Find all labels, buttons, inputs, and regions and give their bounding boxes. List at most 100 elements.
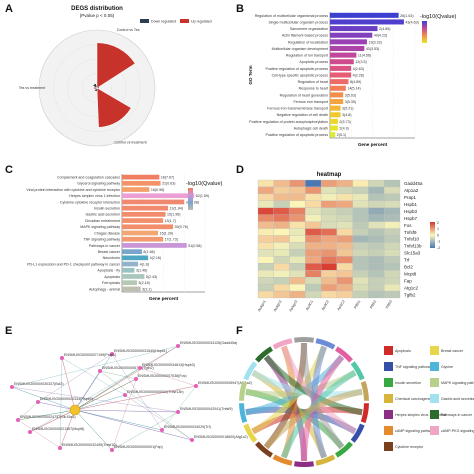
panel-c-bar [122,286,141,292]
panel-e-node [16,418,20,422]
panel-d-cell [368,249,385,257]
panel-d-cell [368,277,385,285]
panel-d-cell [368,263,385,271]
panel-b-value-label: 12(3.5) [355,60,366,64]
panel-e-node-label: ENSMUSG00000032495(Tnfsf10) [62,443,117,447]
panel-c-kegg-bar-chart: Complement and coagulation cascades 16(7.… [26,174,223,301]
panel-e-edge [11,386,76,411]
panel-e-edge [37,401,76,411]
panel-e-node-label: ENSMUSG00000034029(Trf) [164,425,211,429]
panel-b-value-label: 11(4.56) [358,54,371,58]
panel-d-cell [305,179,322,188]
panel-d-row-label: Hspb1 [404,202,418,207]
panel-d-cell [273,193,290,201]
panel-f-legend-swatch [384,426,393,435]
panel-d-cell [352,235,369,243]
panel-e-node-label: ENSMUSG00000007038(Fos) [138,374,187,378]
panel-d-cell [289,214,306,222]
panel-f-arc [293,336,315,343]
panel-f-legend-swatch [384,346,393,355]
panel-b-value-label: 3(5.35) [345,100,356,104]
panel-d-cell [320,214,338,222]
panel-d-cell [352,256,369,264]
panel-e-node [194,384,198,388]
panel-d-cell [320,242,338,250]
panel-b-bar [330,65,352,71]
panel-d-cell [320,235,338,243]
panel-e-edge [74,370,101,411]
panel-a-group-labels: Control vs Tes Control vs treatment Tes vs… [19,28,147,145]
panel-b-value-label: 4(2.28) [353,73,364,77]
panel-b-bar [330,99,344,105]
panel-e-node [123,393,127,397]
panel-c-x-label: Gene percent [149,296,179,301]
panel-d-cell [336,256,353,264]
panel-b-bar [330,19,404,25]
panel-d-cell [352,179,369,188]
panel-b-value-label: 2(4.9) [339,127,348,131]
panel-d-column-label: PBS1 [353,300,361,310]
panel-f-legend-label: Pathways in cancer [441,413,473,417]
panel-d-cell [352,214,369,222]
panel-d-cell [384,290,401,299]
panel-d-scale-label: 2 [437,221,439,225]
panel-f-arc [255,346,273,363]
panel-e-edge [17,409,76,421]
panel-c-value-label: 17(1.73) [165,238,178,242]
panel-d-cell [336,214,353,222]
panel-d-column-label: AsAC1 [305,300,314,312]
panel-c-value-label: 51(0.58) [188,244,201,248]
panel-c-value-label: 4(2.16) [150,256,161,260]
panel-b-bar [330,118,338,124]
panel-e-edge [17,419,61,449]
panel-d-cell [384,256,401,264]
panel-f-legend-swatch [430,346,439,355]
panel-a-down-wedge [94,87,98,92]
panel-d-row-label: Bcl2 [404,265,413,270]
panel-a-grid-ring [82,73,112,103]
panel-c-category-label: Herpes simplex virus 1 infection [69,194,120,198]
panel-d-cell [320,263,338,271]
panel-e-hub-node [69,404,81,416]
panel-d-cell [352,277,369,285]
panel-d-title: heatmap [317,172,342,178]
panel-e-edge [29,345,179,433]
panel-e-node [134,377,138,381]
panel-c-value-label: 21(0.63) [162,182,175,186]
panel-d-cell [384,207,401,215]
panel-d-cell [273,186,290,195]
panel-c-category-label: Circadian entrainment [85,219,120,223]
panel-b-value-label: 43(4.63) [405,20,418,24]
panel-e-node-label: ENSMUSG00000024737(Slc15a3) [20,415,76,419]
panel-d-cell [289,256,306,264]
panel-d-cell [336,200,353,208]
panel-d-cell [257,193,274,201]
panel-f-arc [243,423,258,443]
panel-d-cell [352,270,369,278]
panel-e-edge [61,357,126,396]
panel-c-category-label: Apoptosis - fly [97,269,120,273]
panel-d-cell [273,283,290,292]
panel-b-bar [330,12,399,18]
panel-d-cell [273,263,290,271]
panel-d-cell [320,207,338,215]
panel-d-cell [257,277,274,285]
panel-d-cell [305,214,322,222]
panel-d-cell [368,193,385,201]
panel-d-cell [305,200,322,208]
panel-c-category-label: Glycerol signaling pathway [77,182,120,186]
panel-d-cell [273,256,290,264]
panel-d-cell [257,242,274,250]
panel-e-node [36,400,40,404]
panel-b-bar [330,92,344,98]
panel-d-cell [305,270,322,278]
panel-d-cell [273,249,290,257]
panel-d-cell [273,179,290,188]
panel-d-cell [384,249,401,257]
panel-d-cell [289,186,306,195]
panel-d-column-label: AsAgn3 [289,300,299,313]
panel-d-cell [336,242,353,250]
panel-d-cell [368,207,385,215]
panel-c-category-label: Apoptosis [104,275,120,279]
panel-b-value-label: 2(4.85) [379,27,390,31]
